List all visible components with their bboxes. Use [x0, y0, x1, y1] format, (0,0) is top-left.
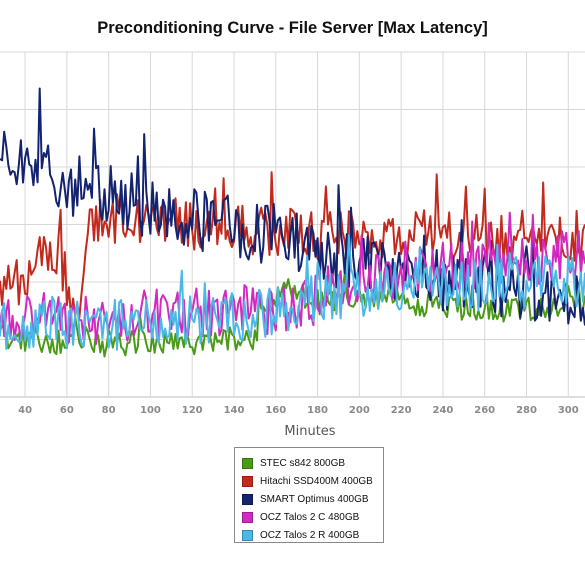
x-tick-label: 80: [102, 405, 116, 416]
x-tick-label: 260: [474, 405, 495, 416]
x-tick-label: 100: [140, 405, 161, 416]
legend-item: OCZ Talos 2 C 480GB: [242, 508, 383, 526]
legend-item: SMART Optimus 400GB: [242, 490, 383, 508]
x-tick-label: 120: [182, 405, 203, 416]
x-axis-label: Minutes: [284, 424, 336, 439]
legend-swatch: [242, 493, 253, 505]
x-tick-labels: 40 60 80 100 120 140 160 180 200 220 240 260 280 300: [18, 405, 579, 416]
legend-label: SMART Optimus 400GB: [260, 493, 369, 505]
chart-title: Preconditioning Curve - File Server [Max…: [97, 19, 488, 37]
x-tick-label: 40: [18, 405, 32, 416]
x-tick-label: 140: [224, 405, 245, 416]
x-tick-label: 180: [307, 405, 328, 416]
series-line-5: [0, 234, 585, 351]
legend-swatch: [242, 529, 253, 541]
legend-swatch: [242, 457, 253, 469]
series-line-4: [0, 211, 585, 346]
legend-swatch: [242, 511, 253, 523]
x-tick-label: 280: [516, 405, 537, 416]
x-tick-label: 160: [265, 405, 286, 416]
x-tick-label: 60: [60, 405, 74, 416]
legend-label: OCZ Talos 2 R 400GB: [260, 529, 360, 541]
x-tick-label: 300: [558, 405, 579, 416]
series-lines: [0, 87, 585, 358]
x-tick-label: 240: [432, 405, 453, 416]
x-tick-label: 200: [349, 405, 370, 416]
legend-label: OCZ Talos 2 C 480GB: [260, 511, 360, 523]
legend-label: STEC s842 800GB: [260, 457, 346, 469]
legend-item: STEC s842 800GB: [242, 454, 383, 472]
legend: STEC s842 800GB Hitachi SSD400M 400GB SMAR…: [234, 447, 384, 543]
legend-swatch: [242, 475, 253, 487]
legend-item: Hitachi SSD400M 400GB: [242, 472, 383, 490]
x-tick-label: 220: [391, 405, 412, 416]
legend-label: Hitachi SSD400M 400GB: [260, 475, 373, 487]
legend-item: OCZ Talos 2 R 400GB: [242, 526, 383, 544]
